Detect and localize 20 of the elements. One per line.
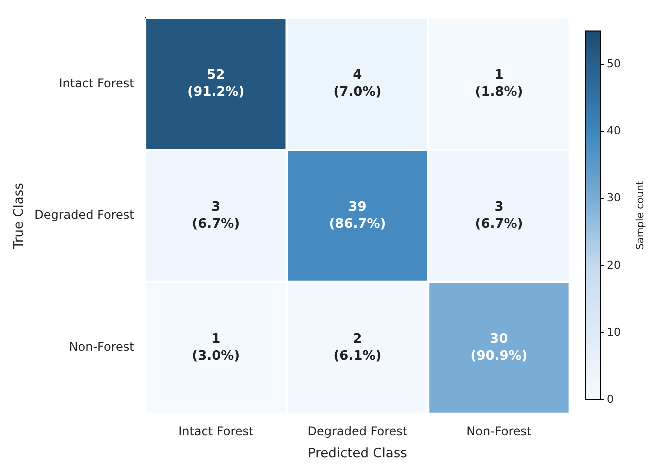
x-tick-label: Degraded Forest — [308, 424, 408, 438]
data-label: 52 (91.2%) — [188, 68, 245, 100]
color-bar-label: 0 — [607, 392, 614, 406]
color-bar-label: 40 — [607, 124, 621, 138]
data-label: 1 (3.0%) — [192, 332, 240, 364]
x-axis-title: Predicted Class — [308, 446, 408, 462]
x-tick-label: Intact Forest — [178, 424, 254, 438]
y-tick-label: Intact Forest — [59, 76, 135, 90]
color-bar-label: 30 — [607, 192, 621, 205]
color-bar-label: 50 — [607, 58, 621, 71]
y-axis-title: True Class — [12, 182, 28, 250]
color-bar-label: 20 — [607, 258, 621, 272]
y-tick-label: Non-Forest — [69, 340, 135, 354]
data-label: 30 (90.9%) — [470, 332, 528, 364]
color-bar-label: 10 — [607, 326, 621, 339]
y-tick-label: Degraded Forest — [34, 208, 135, 222]
data-label: 2 (6.1%) — [334, 332, 382, 364]
data-label: 3 (6.7%) — [192, 200, 240, 232]
x-tick-label: Non-Forest — [466, 424, 532, 438]
color-bar-title: Sample count — [636, 181, 647, 250]
